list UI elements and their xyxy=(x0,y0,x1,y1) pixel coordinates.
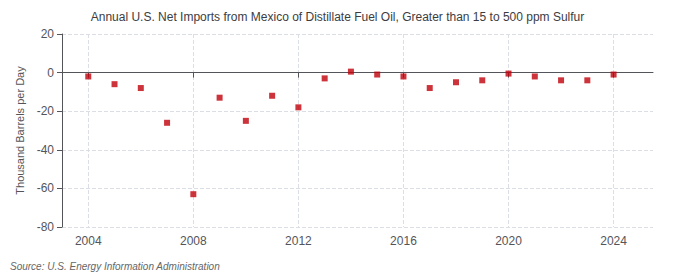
svg-text:-60: -60 xyxy=(37,181,55,195)
svg-text:Source: U.S. Energy Informatio: Source: U.S. Energy Information Administ… xyxy=(10,261,220,272)
svg-text:2016: 2016 xyxy=(390,234,417,248)
svg-text:2004: 2004 xyxy=(75,234,102,248)
svg-text:-80: -80 xyxy=(37,220,55,234)
svg-text:2024: 2024 xyxy=(600,234,627,248)
svg-text:-40: -40 xyxy=(37,143,55,157)
svg-text:Thousand Barrels per Day: Thousand Barrels per Day xyxy=(14,66,26,195)
svg-text:2008: 2008 xyxy=(180,234,207,248)
svg-text:2012: 2012 xyxy=(285,234,312,248)
svg-text:Annual U.S. Net Imports from M: Annual U.S. Net Imports from Mexico of D… xyxy=(91,10,585,24)
svg-text:-20: -20 xyxy=(37,104,55,118)
svg-text:2020: 2020 xyxy=(495,234,522,248)
svg-text:0: 0 xyxy=(47,66,54,80)
svg-text:20: 20 xyxy=(41,27,55,41)
